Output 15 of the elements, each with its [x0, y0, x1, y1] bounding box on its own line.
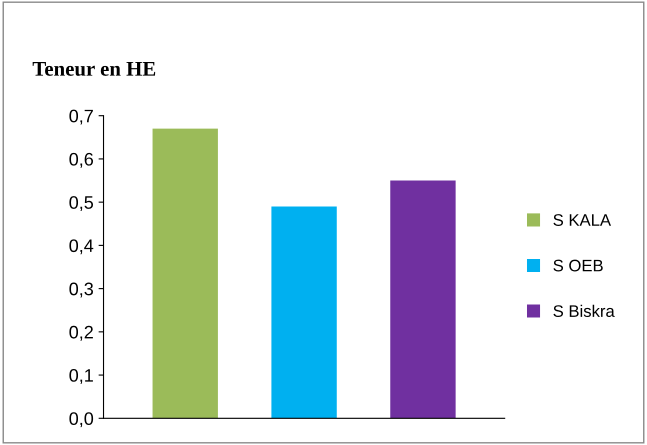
y-tick-label: 0,5 [69, 196, 94, 212]
bar [152, 128, 218, 418]
y-tick-label: 0,7 [69, 110, 93, 125]
y-tick-label: 0,4 [69, 239, 94, 254]
y-tick-label: 0,6 [69, 152, 94, 168]
bar [271, 206, 337, 418]
legend-label: S KALA [553, 214, 612, 226]
y-tick-label: 0,1 [69, 369, 93, 384]
legend-label: S Biskra [553, 304, 615, 318]
legend-label: S OEB [553, 260, 603, 272]
bar [390, 180, 456, 418]
y-tick-label: 0,0 [69, 412, 94, 428]
chart-title: Teneur en HE [32, 62, 156, 76]
y-tick-label: 0,3 [69, 282, 94, 298]
y-tick-label: 0,2 [69, 326, 93, 341]
